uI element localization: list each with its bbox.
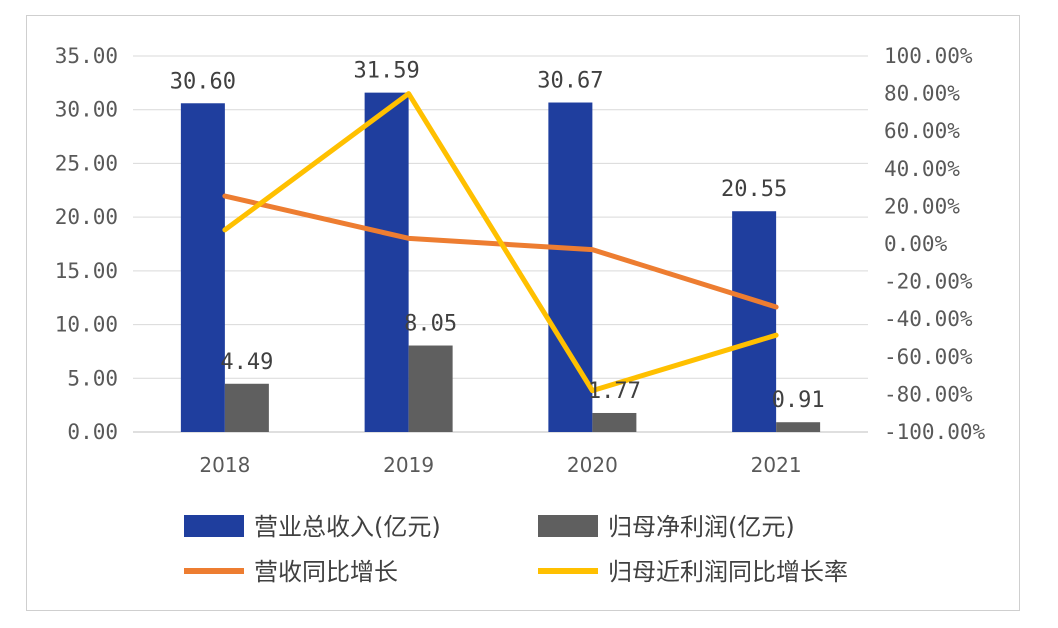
bar-revenue (180, 103, 225, 433)
legend-label-net-profit: 归母净利润(亿元) (608, 513, 795, 541)
bar-net-profit (592, 412, 637, 432)
legend-label-profit-growth: 归母近利润同比增长率 (608, 558, 848, 586)
right-tick-label: 80.00% (884, 82, 960, 106)
line-revenue-growth (222, 193, 779, 310)
data-label-revenue: 30.67 (537, 69, 603, 94)
right-tick-label: 40.00% (884, 157, 960, 181)
legend: 营业总收入(亿元) 归母净利润(亿元) 营收同比增长 归母近利润同比增长率 (184, 513, 848, 586)
left-tick-label: 10.00 (55, 313, 118, 337)
left-tick-label: 20.00 (55, 205, 118, 229)
data-label-revenue: 30.60 (170, 69, 236, 94)
bar-revenue (364, 92, 409, 432)
x-tick-label: 2020 (567, 453, 618, 477)
legend-label-revenue: 营业总收入(亿元) (254, 513, 441, 541)
right-tick-label: 0.00% (884, 232, 948, 256)
data-label-revenue: 20.55 (721, 177, 787, 202)
lines (222, 91, 779, 394)
x-tick-label: 2021 (751, 453, 802, 477)
left-tick-label: 5.00 (67, 366, 118, 390)
line-profit-growth (222, 91, 779, 394)
bar-net-profit (224, 383, 269, 432)
left-axis-ticks: 0.00 5.00 10.00 15.00 20.00 25.00 30.00 35.00 (55, 44, 118, 444)
right-tick-label: -100.00% (884, 420, 986, 444)
right-axis-ticks: -100.00% -80.00% -60.00% -40.00% -20.00% 0.00… (884, 44, 986, 444)
legend-label-revenue-growth: 营收同比增长 (254, 558, 398, 586)
bars (180, 92, 821, 433)
x-tick-label: 2019 (383, 453, 434, 477)
right-tick-label: 100.00% (884, 44, 973, 68)
data-labels: 30.60 31.59 30.67 20.55 4.49 8.05 1.77 0.91 (170, 59, 825, 414)
right-tick-label: -40.00% (884, 307, 973, 331)
legend-swatch-net-profit (538, 515, 598, 537)
left-tick-label: 0.00 (67, 420, 118, 444)
left-tick-label: 35.00 (55, 44, 118, 68)
x-tick-label: 2018 (199, 453, 250, 477)
left-tick-label: 25.00 (55, 151, 118, 175)
data-label-net-profit: 8.05 (404, 312, 457, 337)
data-label-net-profit: 1.77 (588, 379, 641, 404)
bar-revenue (732, 211, 777, 432)
x-axis-ticks: 2018 2019 2020 2021 (199, 453, 801, 477)
right-tick-label: -80.00% (884, 382, 973, 406)
data-label-net-profit: 0.91 (772, 388, 825, 413)
right-tick-label: 60.00% (884, 119, 960, 143)
legend-swatch-revenue (184, 515, 244, 537)
bar-net-profit (408, 345, 453, 432)
right-tick-label: -60.00% (884, 345, 973, 369)
data-label-net-profit: 4.49 (220, 350, 273, 375)
data-label-revenue: 31.59 (354, 59, 420, 84)
left-tick-label: 15.00 (55, 259, 118, 283)
right-tick-label: 20.00% (884, 194, 960, 218)
right-tick-label: -20.00% (884, 270, 973, 294)
left-tick-label: 30.00 (55, 98, 118, 122)
bar-net-profit (776, 422, 821, 432)
